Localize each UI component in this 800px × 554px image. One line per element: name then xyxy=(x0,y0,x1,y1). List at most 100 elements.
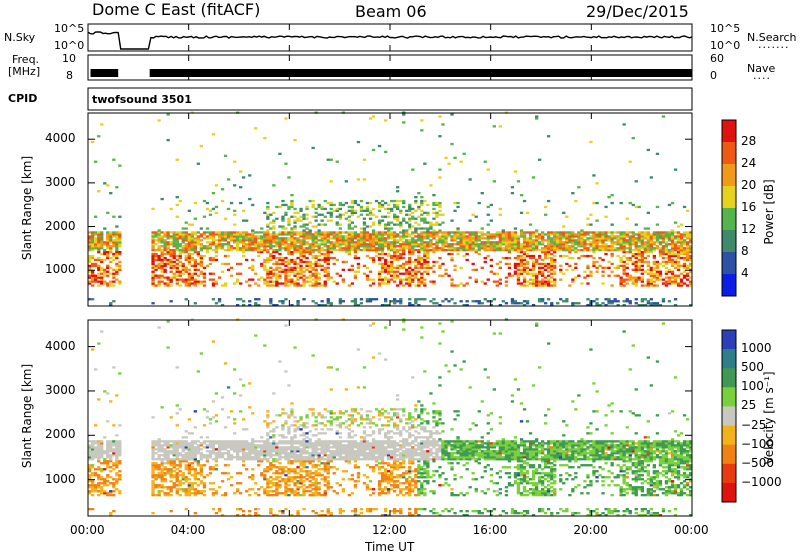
power-cell xyxy=(293,260,297,264)
velocity-cell xyxy=(272,436,276,439)
power-cell xyxy=(163,249,167,252)
velocity-cell xyxy=(239,410,243,413)
power-cell xyxy=(544,245,548,248)
velocity-cell xyxy=(296,448,300,451)
power-cell xyxy=(257,235,261,238)
power-cell xyxy=(202,254,207,258)
velocity-cell xyxy=(112,510,116,513)
power-cell xyxy=(634,298,638,301)
velocity-cell xyxy=(103,450,107,453)
velocity-cell xyxy=(302,426,306,429)
power-cell xyxy=(266,282,270,285)
power-cell xyxy=(377,237,382,240)
power-cell xyxy=(374,298,379,301)
velocity-cell xyxy=(266,478,270,481)
power-cell xyxy=(658,247,663,250)
power-cell xyxy=(498,207,502,211)
power-cell xyxy=(438,264,442,267)
power-cell xyxy=(601,282,605,285)
power-cell xyxy=(226,237,231,240)
power-cell xyxy=(607,231,611,234)
power-cell xyxy=(299,270,303,273)
power-cell xyxy=(239,170,243,173)
power-cell xyxy=(414,266,418,269)
power-cell xyxy=(365,231,370,234)
power-cell xyxy=(272,254,276,258)
power-cell xyxy=(160,276,164,279)
power-cell xyxy=(196,254,200,258)
velocity-cell xyxy=(172,486,176,489)
velocity-cell xyxy=(290,488,294,491)
velocity-cell xyxy=(302,488,306,491)
power-cell xyxy=(350,213,354,216)
power-cell xyxy=(637,245,641,248)
power-cell xyxy=(616,231,620,234)
power-cell xyxy=(275,239,279,242)
velocity-cell xyxy=(293,428,297,431)
velocity-cell xyxy=(296,480,300,483)
power-cell xyxy=(686,247,690,250)
power-cell xyxy=(359,209,364,212)
power-cell xyxy=(190,223,194,226)
power-cell xyxy=(151,256,155,260)
power-cell xyxy=(525,254,530,258)
power-cell xyxy=(275,245,279,248)
power-cell xyxy=(565,268,569,271)
power-cell xyxy=(489,245,493,248)
power-cell xyxy=(504,245,509,248)
power-cell xyxy=(109,272,113,275)
power-cell xyxy=(157,119,161,122)
power-cell xyxy=(290,229,294,232)
power-cell xyxy=(335,209,339,212)
velocity-cell xyxy=(175,440,179,443)
power-cell xyxy=(305,262,309,266)
power-cell xyxy=(365,225,370,228)
power-cell xyxy=(423,243,427,246)
velocity-cell xyxy=(211,452,216,455)
power-cell xyxy=(525,300,530,303)
power-cell xyxy=(513,227,518,230)
power-cell xyxy=(323,215,327,218)
power-cell xyxy=(317,231,321,234)
power-cell xyxy=(504,262,509,266)
power-cell xyxy=(226,268,231,271)
power-cell xyxy=(178,270,182,273)
power-cell xyxy=(374,239,379,242)
velocity-cell xyxy=(169,480,173,483)
power-cell xyxy=(371,233,376,236)
power-cell xyxy=(178,231,182,234)
velocity-cell xyxy=(91,450,95,453)
power-cell xyxy=(423,211,427,214)
power-cell xyxy=(667,258,672,262)
velocity-cell xyxy=(163,458,167,461)
power-cell xyxy=(242,239,246,242)
power-cell xyxy=(278,231,282,234)
power-cell xyxy=(426,260,430,264)
power-cell xyxy=(302,217,306,220)
power-cell xyxy=(326,300,330,303)
power-cell xyxy=(275,241,279,244)
power-cell xyxy=(160,254,164,258)
power-cell xyxy=(109,233,113,236)
power-cell xyxy=(320,252,324,256)
power-cell xyxy=(513,241,518,244)
power-cell xyxy=(196,282,200,285)
velocity-cell xyxy=(290,444,294,447)
power-cell xyxy=(387,272,391,275)
power-cell xyxy=(226,249,231,252)
power-cell xyxy=(586,247,590,250)
power-cell xyxy=(610,201,614,205)
power-cell xyxy=(417,243,421,246)
power-cell xyxy=(305,233,309,236)
velocity-cell xyxy=(290,408,294,411)
power-cell xyxy=(595,245,599,248)
power-cell xyxy=(655,270,660,273)
power-cell xyxy=(492,233,496,236)
power-cell xyxy=(592,241,596,244)
power-cell xyxy=(296,272,300,275)
power-cell xyxy=(326,252,330,256)
velocity-cell xyxy=(266,450,270,453)
velocity-cell xyxy=(94,474,98,477)
velocity-cell xyxy=(266,414,270,417)
